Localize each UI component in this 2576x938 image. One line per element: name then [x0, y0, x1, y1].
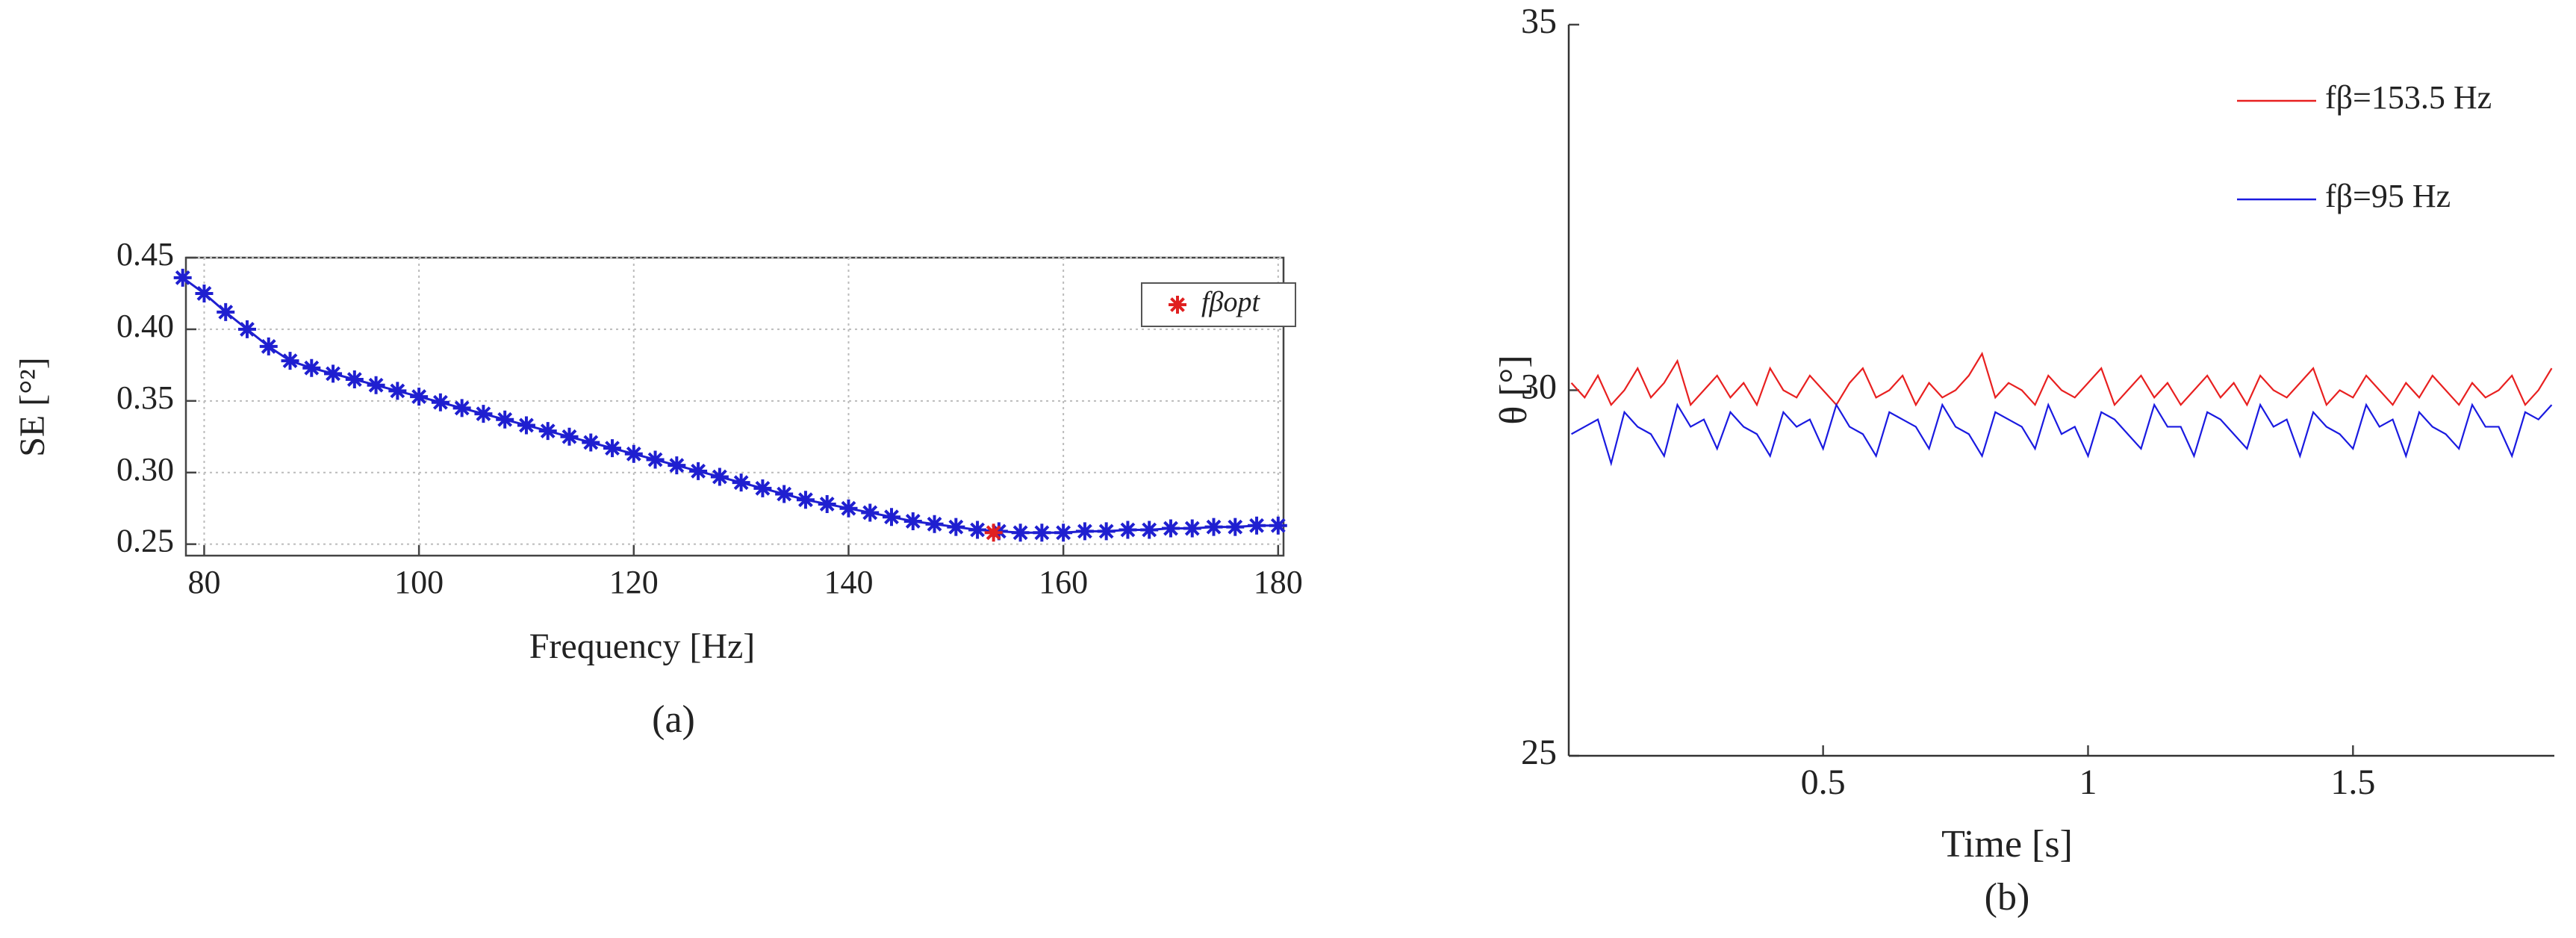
y-tick-label: 0.30 [116, 451, 174, 488]
caption: (b) [1985, 876, 2030, 919]
marker [1054, 524, 1073, 542]
series-line [1570, 351, 2553, 407]
marker [968, 521, 987, 539]
marker [388, 382, 407, 400]
marker [668, 456, 686, 475]
legend-label: fβ=95 Hz [2325, 178, 2451, 214]
legend-label: fβopt [1201, 287, 1260, 318]
marker [560, 427, 579, 446]
marker [775, 485, 794, 503]
marker [624, 444, 643, 463]
x-tick-label: 80 [187, 564, 220, 600]
x-tick-label: 100 [394, 564, 444, 600]
x-tick-label: 180 [1254, 564, 1303, 600]
marker [984, 524, 1003, 542]
marker [1204, 518, 1223, 536]
plot-area [184, 256, 1285, 557]
marker [1075, 522, 1094, 541]
y-axis-label: θ [°] [1493, 355, 1535, 424]
marker [925, 515, 944, 533]
y-tick-label: 30 [1521, 367, 1557, 407]
x-tick-label: 0.5 [1801, 762, 1846, 802]
marker [1248, 516, 1266, 535]
marker [345, 370, 364, 389]
marker [1269, 516, 1287, 535]
x-axis-label: Time [s] [1941, 823, 2073, 866]
marker [281, 352, 299, 370]
marker [753, 479, 772, 497]
legend-box [1141, 282, 1296, 327]
marker [217, 302, 235, 321]
y-tick-label: 0.45 [116, 236, 174, 273]
marker [1161, 519, 1180, 538]
marker [1033, 524, 1051, 542]
x-tick-label: 1.5 [2330, 762, 2375, 802]
x-tick-label: 120 [609, 564, 659, 600]
x-axis-label: Frequency [Hz] [529, 627, 756, 666]
marker [1097, 522, 1116, 541]
marker [883, 508, 900, 527]
marker [367, 376, 385, 394]
marker [517, 416, 535, 435]
marker [302, 358, 321, 377]
series-line [181, 276, 1278, 534]
caption: (a) [652, 698, 695, 741]
series-line [1571, 402, 2553, 467]
y-tick-label: 0.35 [116, 379, 174, 416]
marker [689, 462, 708, 480]
marker [861, 503, 880, 522]
marker [1011, 524, 1030, 542]
marker [452, 399, 471, 417]
y-tick-label: 0.25 [116, 523, 174, 559]
y-tick-label: 0.40 [116, 308, 174, 344]
marker [173, 268, 192, 287]
marker [431, 393, 449, 411]
y-tick-label: 35 [1521, 1, 1557, 41]
marker [818, 494, 836, 513]
marker [496, 410, 514, 429]
marker [603, 439, 622, 458]
x-tick-label: 160 [1039, 564, 1088, 600]
marker [646, 450, 665, 469]
marker [796, 491, 815, 509]
legend-label: fβ=153.5 Hz [2325, 79, 2492, 116]
marker [259, 337, 278, 355]
marker [710, 468, 729, 486]
legend-marker [1169, 296, 1186, 314]
y-tick-label: 25 [1521, 733, 1557, 772]
marker [237, 320, 256, 338]
marker [1119, 521, 1137, 539]
marker [903, 512, 922, 530]
marker [839, 499, 858, 518]
y-axis-label: SE [°²] [13, 357, 52, 457]
marker [324, 364, 343, 383]
marker [582, 433, 600, 452]
marker [732, 473, 750, 492]
marker [1226, 518, 1245, 536]
marker [947, 518, 965, 536]
marker [538, 422, 557, 441]
marker [410, 388, 429, 406]
marker [474, 405, 493, 423]
x-tick-label: 140 [824, 564, 873, 600]
marker [195, 284, 214, 302]
x-tick-label: 1 [2079, 762, 2097, 802]
marker [1183, 519, 1201, 538]
marker [1140, 521, 1159, 539]
